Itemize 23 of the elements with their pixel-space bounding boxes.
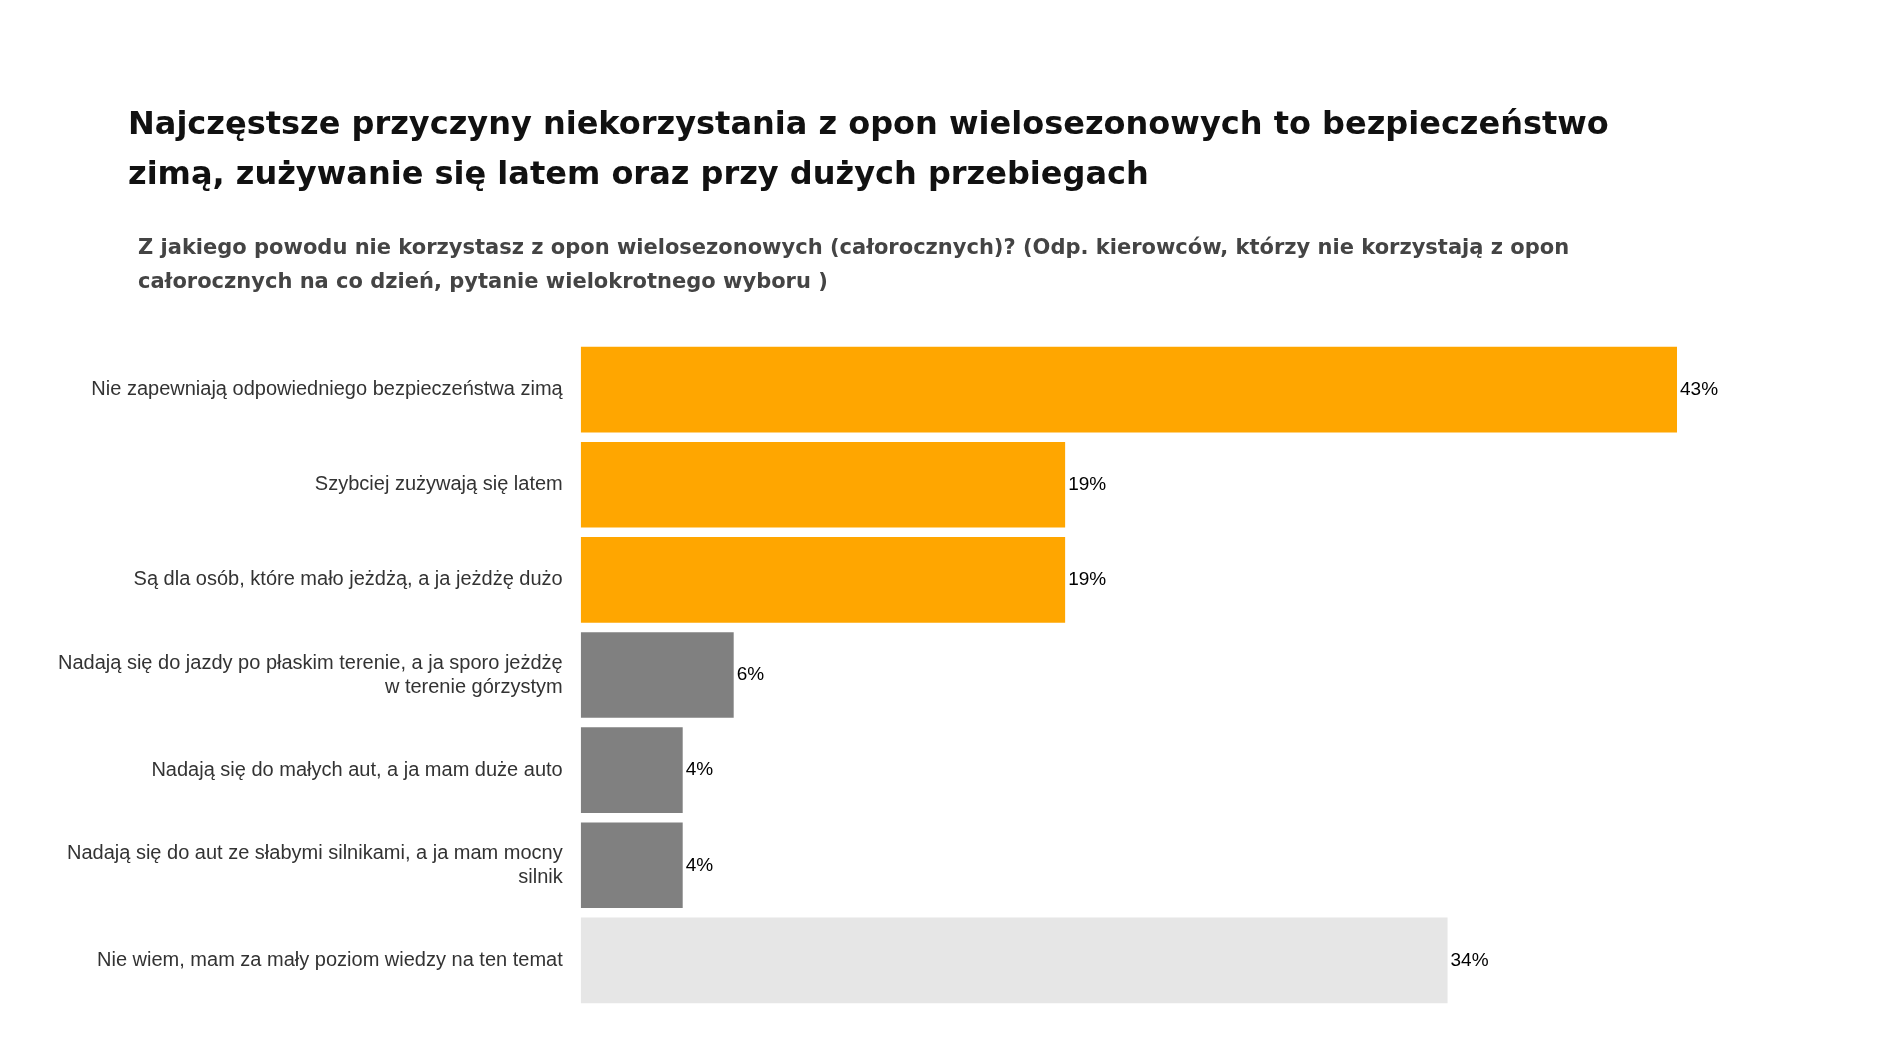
data-label: 4% <box>685 758 714 780</box>
bar <box>580 822 683 909</box>
y-tick-label: Nie zapewniają odpowiedniego bezpieczeństwa zimą <box>91 377 564 400</box>
y-tick-label: Nadają się do małych aut, a ja mam duże auto <box>151 757 563 780</box>
bar <box>580 441 1066 528</box>
bar <box>580 917 1448 1004</box>
data-label: 4% <box>685 853 714 875</box>
data-label: 19% <box>1068 568 1107 590</box>
data-label: 43% <box>1680 377 1719 399</box>
chart-title: Najczęstsze przyczyny niekorzystania z opon wielosezonowych to bezpieczeństwo zimą, zużywanie się latem oraz przy dużych przebiegach <box>128 103 1610 194</box>
y-tick-label: Nadają się do jazdy po płaskim terenie, a ja sporo jeżdżę w terenie górzystym <box>57 650 563 697</box>
bar <box>580 346 1678 433</box>
bar <box>580 727 683 813</box>
y-tick-label: Nie wiem, mam za mały poziom wiedzy na ten temat <box>97 947 564 970</box>
bar <box>580 632 734 718</box>
data-label: 19% <box>1068 472 1107 494</box>
y-tick-label: Nadają się do aut ze słabymi silnikami, a ja mam mocny silnik <box>66 840 564 887</box>
data-label: 6% <box>736 663 765 685</box>
y-tick-label: Szybciej zużywają się latem <box>314 472 563 495</box>
y-tick-label: Są dla osób, które mało jeżdżą, a ja jeżdżę dużo <box>133 567 563 590</box>
bar <box>580 537 1066 623</box>
chart-subtitle: Z jakiego powodu nie korzystasz z opon wielosezonowych (całorocznych)? (Odp. kierowców, którzy nie korzystają z opon całorocznych na co dzień, pytanie wielokrotnego wyboru ) <box>138 234 1571 295</box>
data-label: 34% <box>1450 948 1489 970</box>
